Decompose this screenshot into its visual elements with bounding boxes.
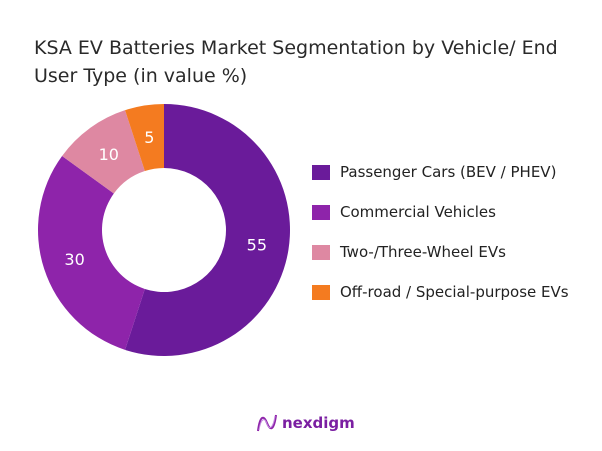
legend-swatch	[312, 164, 330, 180]
brand-name: nexdigm	[282, 414, 355, 432]
data-label-2: 10	[99, 145, 119, 164]
slice-2	[62, 110, 145, 194]
data-label-3: 5	[144, 128, 154, 147]
slice-1	[37, 155, 145, 350]
slice-0	[125, 104, 290, 357]
legend-item: Two-/Three-Wheel EVs	[312, 232, 569, 272]
legend-item: Passenger Cars (BEV / PHEV)	[312, 152, 569, 192]
nexdigm-logo: nexdigm	[256, 413, 355, 433]
data-label-0: 55	[247, 236, 267, 255]
data-label-1: 30	[64, 250, 84, 269]
legend-swatch	[312, 204, 330, 220]
legend-label: Commercial Vehicles	[340, 203, 496, 221]
legend-swatch	[312, 284, 330, 300]
chart-title: KSA EV Batteries Market Segmentation by …	[34, 37, 558, 87]
legend-label: Off-road / Special-purpose EVs	[340, 283, 569, 301]
legend-label: Two-/Three-Wheel EVs	[340, 243, 506, 261]
nexdigm-logo-icon	[257, 414, 277, 432]
legend-item: Off-road / Special-purpose EVs	[312, 272, 569, 312]
legend-label: Passenger Cars (BEV / PHEV)	[340, 163, 557, 181]
legend: Passenger Cars (BEV / PHEV) Commercial Ve…	[312, 152, 569, 312]
legend-item: Commercial Vehicles	[312, 192, 569, 232]
legend-swatch	[312, 244, 330, 260]
slice-3	[125, 104, 164, 172]
